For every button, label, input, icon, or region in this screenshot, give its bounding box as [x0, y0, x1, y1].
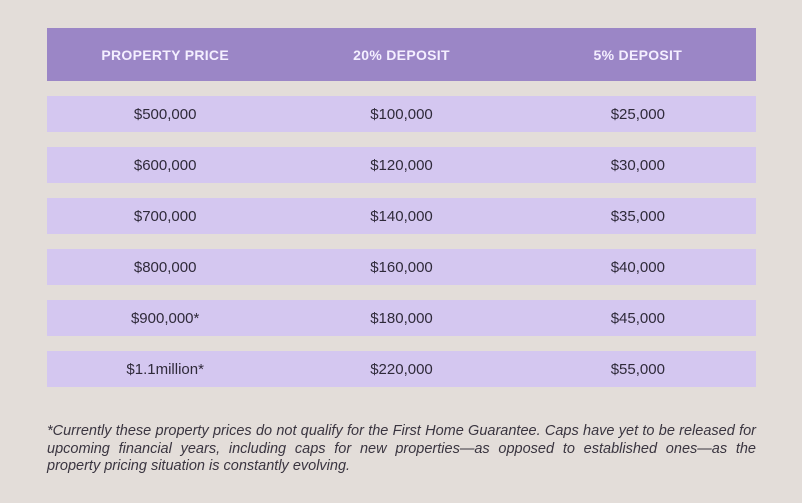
- column-header-20-deposit: 20% DEPOSIT: [353, 46, 450, 63]
- table-row: $1.1million* $220,000 $55,000: [47, 351, 756, 387]
- deposit-20-cell: $120,000: [370, 156, 433, 174]
- property-price-cell: $800,000: [133, 258, 197, 276]
- deposit-5-cell: $35,000: [610, 207, 665, 225]
- deposit-20-cell: $220,000: [370, 360, 433, 378]
- table-row: $900,000* $180,000 $45,000: [47, 300, 756, 336]
- property-price-cell: $500,000: [133, 105, 197, 123]
- table-header: PROPERTY PRICE 20% DEPOSIT 5% DEPOSIT: [47, 28, 756, 81]
- table-row: $800,000 $160,000 $40,000: [47, 249, 756, 285]
- footnote: *Currently these property prices do not …: [47, 423, 756, 474]
- table-row: $600,000 $120,000 $30,000: [47, 147, 756, 183]
- column-header-5-deposit: 5% DEPOSIT: [593, 46, 683, 63]
- deposit-20-cell: $160,000: [370, 258, 433, 276]
- property-price-cell: $900,000*: [130, 309, 200, 327]
- deposit-5-cell: $30,000: [610, 156, 665, 174]
- deposit-table: PROPERTY PRICE 20% DEPOSIT 5% DEPOSIT $5…: [47, 28, 756, 387]
- table-row: $700,000 $140,000 $35,000: [47, 198, 756, 234]
- table-row: $500,000 $100,000 $25,000: [47, 96, 756, 132]
- deposit-20-cell: $140,000: [370, 207, 433, 225]
- deposit-5-cell: $40,000: [610, 258, 665, 276]
- deposit-5-cell: $45,000: [610, 309, 665, 327]
- deposit-20-cell: $180,000: [370, 309, 433, 327]
- deposit-20-cell: $100,000: [370, 105, 433, 123]
- property-price-cell: $600,000: [133, 156, 197, 174]
- column-header-property-price: PROPERTY PRICE: [101, 46, 229, 63]
- deposit-5-cell: $55,000: [610, 360, 665, 378]
- deposit-5-cell: $25,000: [610, 105, 665, 123]
- property-price-cell: $1.1million*: [126, 360, 204, 378]
- property-price-cell: $700,000: [133, 207, 197, 225]
